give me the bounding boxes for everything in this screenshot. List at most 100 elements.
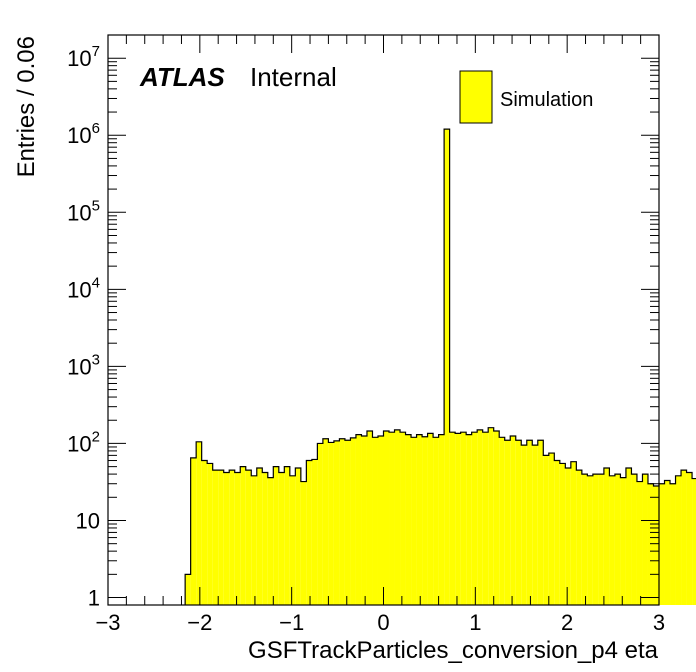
histogram-bar: [488, 427, 494, 605]
histogram-bar: [603, 467, 610, 605]
x-tick-label: 1: [469, 610, 481, 635]
histogram-bar: [295, 467, 301, 605]
histogram-bar: [394, 429, 401, 605]
histogram-bar: [196, 441, 202, 605]
x-tick-label: 2: [561, 610, 573, 635]
histogram-bar: [366, 431, 373, 605]
histogram-bar: [482, 432, 489, 605]
histogram-bars: [184, 128, 696, 605]
histogram-bar: [207, 463, 213, 605]
x-tick-label: −2: [187, 610, 212, 635]
y-tick-label: 102: [67, 428, 100, 456]
histogram-bar: [455, 433, 461, 605]
histogram-bar: [570, 461, 577, 605]
histogram-bar: [273, 466, 279, 605]
histogram-bar: [675, 475, 682, 605]
histogram-bar: [653, 486, 659, 605]
histogram-bar: [625, 467, 632, 605]
histogram-bar: [526, 440, 533, 605]
histogram-bar: [581, 474, 588, 605]
histogram-bar: [620, 477, 626, 605]
histogram-bar: [405, 434, 412, 605]
histogram-bar: [218, 470, 224, 605]
histogram-bar: [245, 470, 252, 605]
histogram-bar: [559, 463, 566, 605]
histogram-bar: [377, 435, 384, 605]
histogram-bar: [460, 432, 467, 605]
histogram-bar: [262, 472, 268, 605]
legend-swatch: [459, 70, 493, 124]
histogram-bar: [201, 460, 208, 605]
histogram-bar: [234, 472, 241, 605]
histogram-bar: [642, 474, 648, 605]
histogram-bar: [190, 457, 197, 605]
y-axis-title: Entries / 0.06: [13, 36, 40, 177]
tick-labels: −3 −2 −1 0 1 2 3 1 10 102 103 104 105 106 107: [67, 43, 665, 635]
histogram-bar: [240, 466, 246, 605]
x-tick-label: 0: [377, 610, 389, 635]
atlas-label: ATLAS: [139, 62, 225, 92]
y-tick-label: 10: [76, 508, 100, 533]
histogram-bar: [400, 432, 406, 605]
histogram-bar: [499, 437, 505, 605]
histogram-bar: [355, 434, 362, 605]
histogram-bar: [361, 435, 367, 605]
internal-label: Internal: [250, 62, 337, 92]
histogram-outline: [184, 128, 696, 605]
histogram-bar: [372, 437, 378, 605]
histogram-bar: [322, 438, 329, 605]
y-tick-label: 105: [67, 197, 100, 225]
histogram-bar: [311, 459, 318, 605]
y-tick-label: 104: [67, 274, 100, 302]
histogram-bar: [427, 433, 434, 605]
histogram-bar: [416, 434, 423, 605]
histogram-bar: [212, 470, 219, 605]
tick-marks: [107, 34, 660, 605]
histogram-bar: [636, 481, 643, 605]
histogram-bar: [576, 470, 582, 605]
histogram-bar: [659, 483, 665, 605]
histogram-bar: [587, 475, 593, 605]
histogram-bar: [537, 440, 544, 605]
histogram-bar: [515, 440, 522, 605]
histogram-bar: [504, 440, 511, 605]
histogram-bar: [223, 472, 230, 605]
histogram-bar: [477, 429, 483, 605]
histogram-bar: [411, 437, 417, 605]
histogram-bar: [306, 460, 312, 605]
histogram-bar: [317, 443, 323, 605]
histogram-bar: [284, 466, 290, 605]
y-tick-label: 107: [67, 43, 100, 71]
histogram-bar: [267, 477, 274, 605]
histogram-bar: [251, 475, 257, 605]
histogram-bar: [692, 478, 696, 605]
legend-entry-simulation: Simulation: [500, 89, 593, 111]
y-tick-label: 1: [88, 586, 100, 611]
histogram-bar: [449, 432, 456, 605]
histogram-bar: [229, 470, 235, 605]
histogram-bar: [592, 474, 599, 605]
histogram-bar: [681, 470, 687, 605]
histogram-bar: [278, 472, 285, 605]
y-tick-label: 106: [67, 120, 100, 148]
histogram-bar: [300, 481, 307, 605]
histogram-bar: [670, 483, 676, 605]
histogram-bar: [339, 438, 345, 605]
legend: Simulation: [459, 70, 593, 124]
x-tick-label: 3: [653, 610, 665, 635]
x-tick-label: −1: [279, 610, 304, 635]
histogram-bar: [554, 460, 560, 605]
histogram-bar: [609, 475, 615, 605]
histogram-bar: [548, 453, 555, 605]
histogram-bar: [422, 436, 428, 605]
histogram-bar: [185, 574, 191, 605]
histogram-bar: [686, 472, 693, 605]
histogram-bar: [328, 442, 334, 605]
histogram-bar: [466, 434, 472, 605]
y-tick-label: 103: [67, 351, 100, 379]
histogram-bar: [521, 445, 527, 605]
histogram-bar: [598, 474, 604, 605]
histogram-bar: [532, 445, 538, 605]
histogram-bar: [433, 437, 439, 605]
